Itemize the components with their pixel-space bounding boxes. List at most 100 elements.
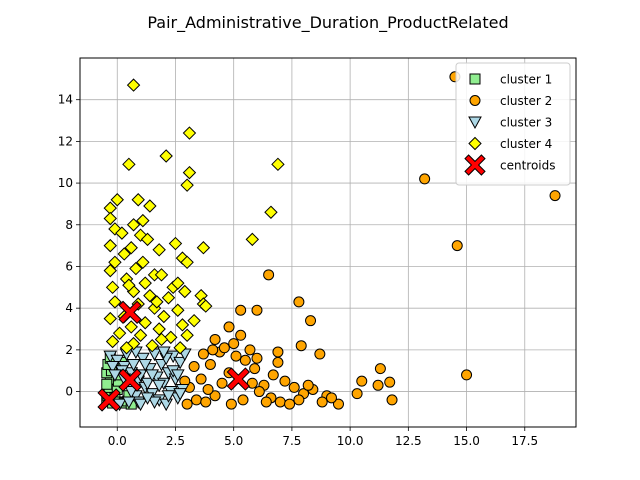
- x-axis-ticks: 0.0 2.5 5.0 7.5 10.0 12.5 15.0 17.5: [108, 427, 538, 448]
- point-cluster-2: [218, 342, 230, 354]
- legend-label: cluster 3: [500, 116, 552, 130]
- legend: cluster 1 cluster 2 cluster 3 cluster 4 cent…: [455, 62, 571, 186]
- point-cluster-4: [178, 284, 192, 299]
- series-cluster-2: [179, 71, 561, 410]
- point-cluster-3: [136, 352, 150, 366]
- point-cluster-4: [168, 236, 183, 251]
- point-cluster-3: [152, 379, 167, 393]
- legend-label: cluster 4: [500, 137, 552, 151]
- point-cluster-4: [103, 211, 117, 226]
- x-tick-label: 15.0: [453, 434, 480, 448]
- point-cluster-2: [356, 375, 368, 387]
- point-cluster-4: [182, 165, 197, 180]
- point-cluster-2: [279, 375, 291, 387]
- point-cluster-2: [314, 348, 326, 360]
- point-cluster-4: [105, 334, 120, 349]
- point-cluster-3: [161, 390, 176, 403]
- point-cluster-4: [124, 320, 138, 334]
- point-cluster-3: [173, 356, 187, 370]
- point-centroids: [118, 300, 142, 325]
- legend-label: centroids: [500, 159, 556, 173]
- point-cluster-4: [187, 313, 201, 328]
- y-tick-label: 12: [58, 134, 73, 148]
- point-cluster-2: [204, 358, 216, 370]
- y-tick-label: 6: [65, 259, 73, 273]
- point-cluster-2: [209, 333, 221, 345]
- point-cluster-3: [124, 386, 139, 399]
- point-cluster-4: [103, 311, 117, 326]
- point-cluster-3: [147, 396, 162, 410]
- point-cluster-3: [140, 392, 155, 405]
- point-cluster-2: [195, 373, 207, 385]
- point-cluster-2: [181, 398, 193, 410]
- point-cluster-2: [325, 392, 337, 404]
- point-cluster-3: [138, 358, 153, 372]
- point-cluster-2: [197, 348, 209, 360]
- point-cluster-3: [122, 396, 136, 410]
- point-cluster-4: [122, 157, 136, 172]
- y-tick-label: 0: [65, 385, 73, 399]
- point-cluster-4: [175, 318, 190, 332]
- point-centroids: [97, 388, 121, 412]
- point-cluster-2: [251, 304, 263, 316]
- point-cluster-4: [108, 255, 122, 270]
- point-cluster-4: [171, 276, 185, 290]
- point-cluster-2: [239, 354, 251, 366]
- point-cluster-2: [190, 394, 202, 406]
- point-cluster-2: [272, 356, 284, 368]
- point-cluster-2: [302, 379, 314, 391]
- data-points: [97, 71, 561, 412]
- point-cluster-2: [263, 269, 275, 281]
- series-centroids: [97, 300, 251, 412]
- point-cluster-4: [196, 241, 211, 255]
- point-cluster-3: [156, 346, 171, 359]
- point-cluster-2: [223, 321, 235, 333]
- point-cluster-2: [267, 369, 279, 381]
- point-cluster-4: [140, 232, 155, 247]
- x-tick-label: 10.0: [337, 434, 364, 448]
- point-cluster-4: [105, 280, 120, 295]
- point-cluster-3: [108, 369, 122, 382]
- point-cluster-4: [152, 322, 166, 336]
- point-centroids: [118, 368, 142, 392]
- point-cluster-4: [182, 126, 197, 140]
- point-cluster-4: [112, 326, 127, 340]
- point-cluster-2: [293, 296, 305, 308]
- point-cluster-2: [230, 350, 242, 362]
- point-cluster-2: [237, 394, 249, 406]
- legend-marker: [469, 95, 481, 106]
- point-cluster-4: [171, 303, 185, 317]
- point-cluster-4: [159, 149, 173, 163]
- point-cluster-2: [188, 361, 200, 373]
- point-cluster-4: [126, 78, 141, 92]
- point-cluster-2: [235, 329, 247, 341]
- x-tick-label: 17.5: [511, 434, 538, 448]
- point-cluster-4: [119, 341, 134, 355]
- legend-label: cluster 2: [500, 94, 552, 108]
- y-tick-label: 14: [58, 93, 73, 107]
- point-cluster-2: [251, 352, 263, 364]
- y-tick-label: 4: [65, 301, 73, 315]
- point-cluster-4: [110, 193, 124, 207]
- point-cluster-4: [154, 332, 169, 347]
- point-cluster-4: [138, 316, 152, 330]
- point-cluster-2: [549, 190, 561, 202]
- point-cluster-2: [419, 173, 431, 185]
- point-cluster-2: [374, 363, 386, 375]
- point-centroids: [226, 367, 251, 391]
- point-cluster-2: [372, 379, 384, 391]
- legend-marker: [468, 116, 482, 130]
- point-cluster-4: [150, 295, 164, 309]
- point-cluster-4: [180, 255, 194, 270]
- point-cluster-4: [245, 232, 260, 247]
- x-tick-label: 2.5: [166, 434, 185, 448]
- point-cluster-2: [235, 304, 247, 316]
- point-cluster-3: [159, 398, 174, 412]
- point-cluster-2: [274, 396, 286, 408]
- point-cluster-2: [246, 377, 258, 389]
- legend-marker: [464, 154, 486, 176]
- point-cluster-2: [293, 394, 305, 406]
- point-cluster-4: [129, 261, 143, 276]
- point-cluster-4: [199, 299, 213, 313]
